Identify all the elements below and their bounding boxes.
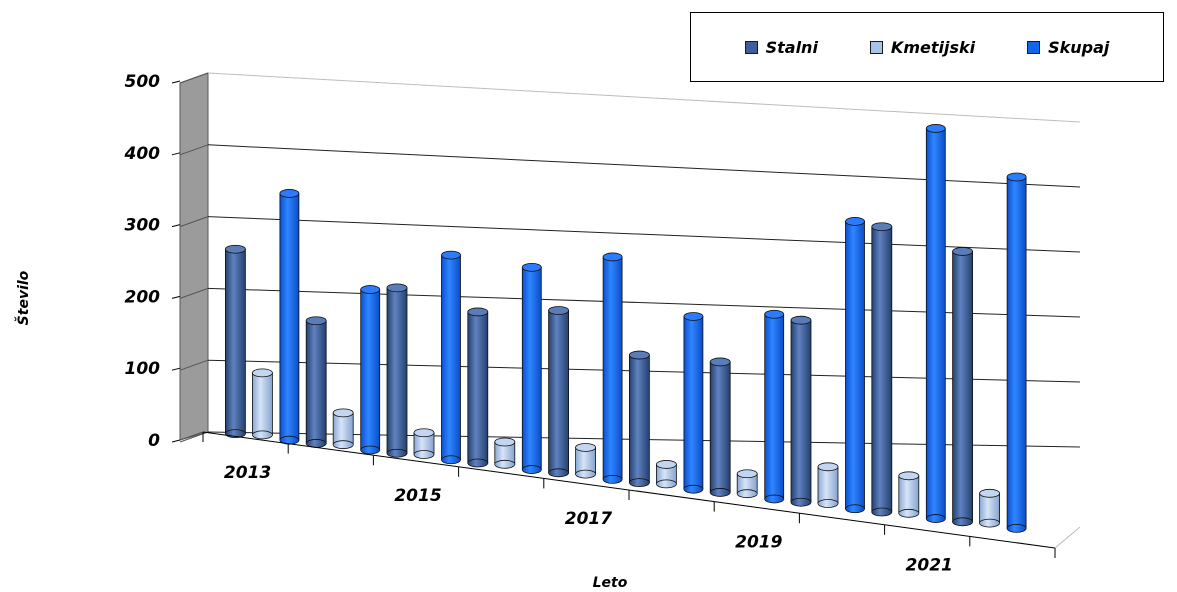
legend-item-stalni: Stalni [744, 37, 818, 57]
bar-kmetijski-2015 [413, 428, 435, 459]
y-tick-label: 0 [148, 431, 160, 451]
gridline [207, 216, 1081, 253]
floor-right-edge [1054, 526, 1081, 549]
bar-stalni-2021 [871, 222, 893, 517]
bar-stalni-2018 [629, 350, 650, 488]
bar-kmetijski-2017 [575, 443, 596, 479]
gridline [207, 287, 1081, 318]
bar-stalni-2014 [305, 316, 327, 448]
y-axis-title: Število [14, 270, 32, 325]
y-tick-label: 300 [125, 216, 161, 236]
bar-skupaj-2022 [1006, 172, 1027, 533]
legend-label: Stalni [765, 37, 818, 57]
gridline [207, 144, 1081, 188]
bar-skupaj-2019 [764, 309, 785, 504]
bar-stalni-2019 [709, 357, 731, 497]
y-tick-label: 100 [125, 359, 161, 379]
y-tick-mark [171, 152, 181, 156]
bar-kmetijski-2016 [494, 437, 516, 469]
y-tick-mark [171, 367, 181, 371]
bar-stalni-2022 [952, 247, 973, 527]
gridline-wall [179, 287, 209, 299]
bar-skupaj-2020 [845, 217, 865, 514]
y-tick-mark [171, 439, 181, 443]
x-tick-label: 2017 [565, 509, 612, 529]
legend-item-kmetijski: Kmetijski [869, 37, 976, 57]
legend: Stalni Kmetijski Skupaj [690, 12, 1164, 82]
bar-skupaj-2013 [279, 189, 300, 445]
bar-kmetijski-2014 [332, 408, 354, 450]
bar-kmetijski-2022 [979, 488, 1000, 528]
y-tick-label: 400 [124, 144, 161, 164]
legend-label: Skupaj [1048, 37, 1110, 57]
gridline-wall [179, 72, 209, 84]
gridline [207, 72, 1081, 123]
bar-skupaj-2018 [683, 312, 704, 494]
floor-edge [179, 431, 204, 441]
legend-label: Kmetijski [890, 37, 976, 57]
y-tick-label: 200 [125, 287, 161, 307]
legend-swatch [869, 40, 883, 54]
legend-swatch [1027, 40, 1041, 54]
legend-swatch [744, 40, 758, 54]
bar-skupaj-2014 [360, 285, 381, 455]
x-tick-label: 2019 [735, 532, 782, 552]
y-tick-mark [171, 80, 181, 84]
bar-skupaj-2016 [521, 262, 542, 474]
y-tick-label: 500 [125, 72, 161, 92]
gridline-wall [179, 144, 209, 156]
left-wall [179, 72, 209, 441]
bars [224, 124, 1027, 533]
bar-skupaj-2017 [602, 252, 623, 484]
bar-skupaj-2021 [925, 124, 946, 523]
bar-stalni-2020 [790, 315, 812, 507]
bar-kmetijski-2020 [817, 462, 839, 508]
gridline-wall [179, 216, 209, 228]
bar-skupaj-2015 [441, 250, 461, 465]
y-tick-mark [171, 295, 181, 299]
x-tick-label: 2015 [394, 486, 441, 506]
legend-item-skupaj: Skupaj [1027, 38, 1109, 57]
x-tick-label: 2013 [224, 463, 271, 483]
x-tick-label: 2021 [906, 556, 953, 576]
bar-kmetijski-2019 [736, 469, 758, 499]
bar-stalni-2017 [548, 306, 569, 478]
y-tick-mark [171, 224, 181, 228]
gridline-wall [179, 359, 209, 371]
bar-stalni-2016 [467, 307, 489, 468]
x-axis-title: Leto [593, 575, 628, 591]
bar-stalni-2013 [224, 244, 246, 439]
bar-kmetijski-2018 [656, 460, 677, 489]
bar-stalni-2015 [386, 283, 408, 458]
axis-labels: 0 100 200 300 400 500 2013 2015 2017 2019 2021 [124, 72, 1081, 576]
bar-kmetijski-2013 [251, 368, 273, 440]
bar-kmetijski-2021 [898, 471, 920, 518]
